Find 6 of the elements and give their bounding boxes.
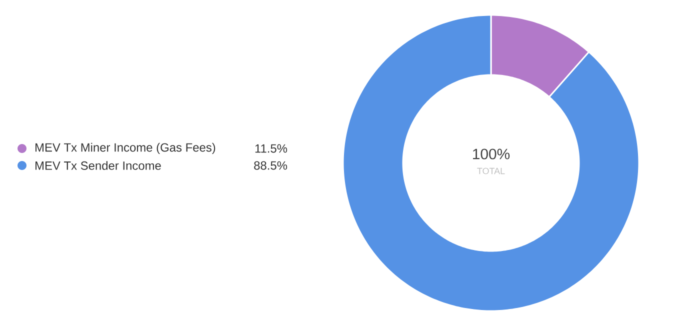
- data-label: 11.5%: [255, 144, 288, 153]
- legend-label: MEV Tx Miner Income (Gas Fees): [36, 142, 216, 154]
- legend-label: MEV Tx Sender Income: [36, 161, 161, 170]
- data-label: 88.5%: [254, 161, 288, 170]
- text: TOTAL: [477, 168, 505, 174]
- text: 100%: [473, 148, 510, 160]
